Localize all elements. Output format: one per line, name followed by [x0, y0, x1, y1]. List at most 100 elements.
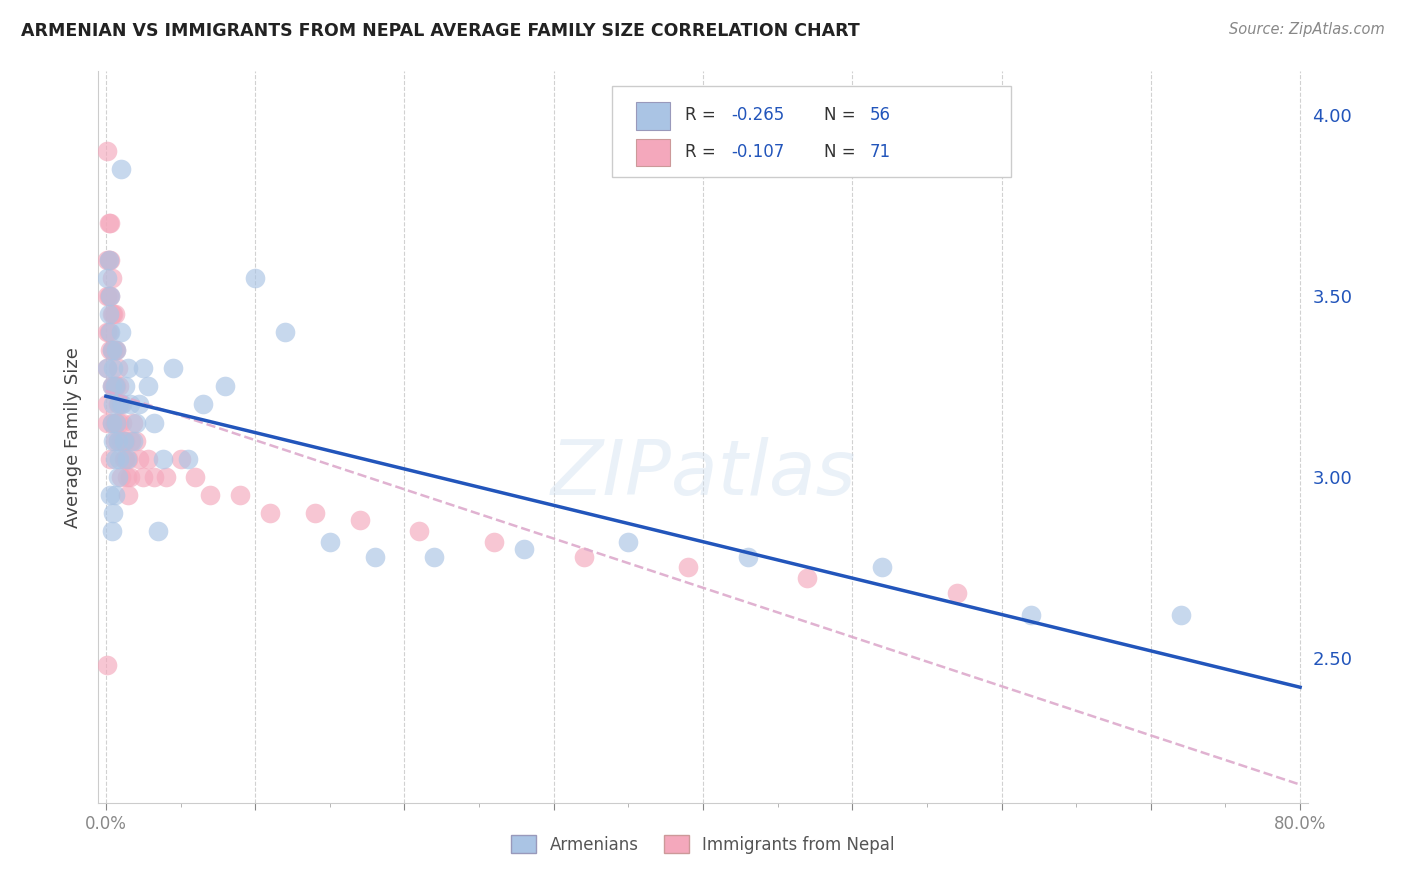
Point — [191, 397, 214, 411]
Point — [142, 470, 165, 484]
Point — [108, 379, 131, 393]
Point — [104, 434, 127, 448]
Y-axis label: Average Family Size: Average Family Size — [63, 347, 82, 527]
Point — [104, 379, 127, 393]
Point — [121, 434, 143, 448]
Point — [97, 325, 120, 339]
FancyBboxPatch shape — [613, 86, 1011, 178]
Point — [136, 451, 159, 466]
Text: ARMENIAN VS IMMIGRANTS FROM NEPAL AVERAGE FAMILY SIZE CORRELATION CHART: ARMENIAN VS IMMIGRANTS FROM NEPAL AVERAG… — [21, 22, 860, 40]
Point — [107, 470, 129, 484]
Point — [112, 451, 135, 466]
Point — [114, 379, 136, 393]
Point — [118, 470, 141, 484]
Point — [98, 343, 121, 358]
Point — [177, 451, 200, 466]
Point — [97, 252, 120, 267]
Text: 56: 56 — [870, 105, 891, 123]
Point — [1021, 607, 1043, 622]
Point — [125, 434, 148, 448]
Point — [482, 535, 505, 549]
Text: R =: R = — [685, 143, 721, 161]
Text: Source: ZipAtlas.com: Source: ZipAtlas.com — [1229, 22, 1385, 37]
Point — [243, 270, 266, 285]
Point — [108, 416, 131, 430]
Point — [96, 289, 118, 303]
Point — [115, 470, 138, 484]
Point — [98, 488, 121, 502]
Point — [103, 343, 125, 358]
Point — [200, 488, 222, 502]
Point — [676, 560, 699, 574]
Point — [796, 571, 818, 585]
Point — [155, 470, 177, 484]
Text: -0.265: -0.265 — [731, 105, 785, 123]
Point — [110, 434, 132, 448]
Point — [103, 361, 125, 376]
Point — [112, 434, 135, 448]
Point — [98, 216, 121, 230]
Point — [136, 379, 159, 393]
Point — [96, 658, 118, 673]
Point — [945, 586, 967, 600]
Point — [104, 451, 127, 466]
Point — [870, 560, 893, 574]
Point — [98, 325, 121, 339]
Point — [104, 416, 127, 430]
Point — [101, 379, 124, 393]
Point — [105, 416, 128, 430]
Point — [107, 434, 129, 448]
Point — [105, 343, 128, 358]
Point — [120, 434, 142, 448]
Bar — [637, 138, 671, 167]
Point — [128, 397, 150, 411]
Legend: Armenians, Immigrants from Nepal: Armenians, Immigrants from Nepal — [505, 829, 901, 860]
Point — [97, 289, 120, 303]
Point — [111, 416, 134, 430]
Point — [132, 470, 155, 484]
Point — [97, 216, 120, 230]
Point — [96, 325, 118, 339]
Point — [107, 434, 129, 448]
Text: R =: R = — [685, 105, 721, 123]
Point — [513, 542, 536, 557]
Point — [115, 451, 138, 466]
Point — [118, 397, 141, 411]
Text: N =: N = — [824, 105, 860, 123]
Point — [96, 416, 118, 430]
Point — [107, 361, 129, 376]
Point — [110, 325, 132, 339]
Point — [97, 252, 120, 267]
Point — [96, 397, 118, 411]
Point — [229, 488, 252, 502]
Point — [103, 434, 125, 448]
Point — [617, 535, 640, 549]
Point — [111, 397, 134, 411]
Text: 71: 71 — [870, 143, 891, 161]
Point — [96, 144, 118, 158]
Point — [97, 307, 120, 321]
Point — [142, 416, 165, 430]
Point — [101, 343, 124, 358]
Point — [214, 379, 236, 393]
Point — [101, 270, 124, 285]
Point — [737, 549, 759, 564]
Point — [104, 307, 127, 321]
Point — [408, 524, 430, 539]
Point — [105, 343, 128, 358]
Point — [112, 434, 135, 448]
Point — [101, 379, 124, 393]
Point — [128, 451, 150, 466]
Point — [117, 361, 139, 376]
Point — [105, 379, 128, 393]
Point — [108, 451, 131, 466]
Point — [98, 289, 121, 303]
Point — [121, 416, 143, 430]
Point — [103, 307, 125, 321]
Point — [169, 451, 191, 466]
Text: N =: N = — [824, 143, 860, 161]
Point — [117, 488, 139, 502]
Point — [117, 451, 139, 466]
Point — [103, 379, 125, 393]
Point — [114, 434, 136, 448]
